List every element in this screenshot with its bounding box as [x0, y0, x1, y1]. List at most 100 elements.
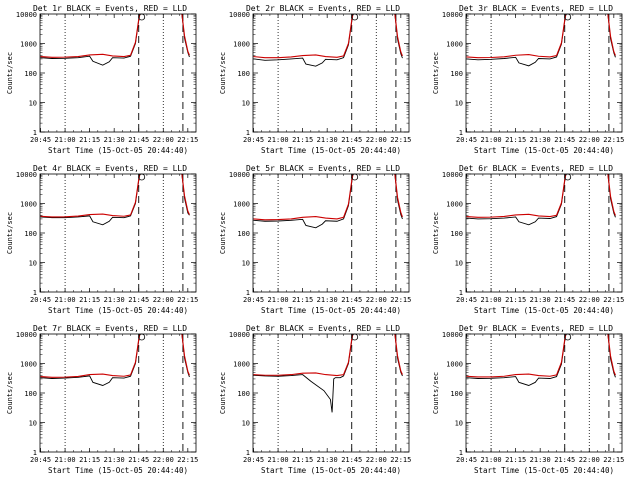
y-tick-label: 10000 — [16, 171, 37, 179]
y-tick-label: 10000 — [229, 171, 250, 179]
plot-title: Det 9r BLACK = Events, RED = LLD — [459, 324, 613, 333]
x-tick-label: 22:15 — [390, 456, 411, 464]
series-group — [40, 14, 190, 66]
y-tick-label: 1 — [459, 289, 463, 297]
y-axis-label: Counts/sec — [432, 372, 440, 414]
y-tick-label: 10 — [455, 260, 463, 268]
y-tick-label: 1000 — [233, 41, 250, 49]
x-tick-label: 22:00 — [366, 136, 387, 144]
x-tick-label: 22:15 — [177, 456, 198, 464]
y-axis-label: Counts/sec — [6, 372, 14, 414]
x-tick-label: 21:00 — [55, 456, 76, 464]
x-tick-label: 21:45 — [554, 296, 575, 304]
x-tick-label: 21:00 — [481, 136, 502, 144]
y-tick-label: 1 — [33, 129, 37, 137]
panel-det-3r: Det 3r BLACK = Events, RED = LLD Counts/s… — [432, 4, 624, 155]
series-line-lld — [40, 174, 190, 218]
series-line-events — [253, 174, 403, 229]
x-tick-label: 22:00 — [366, 456, 387, 464]
y-tick-label: 10 — [242, 260, 250, 268]
x-tick-label: 22:00 — [579, 136, 600, 144]
plot-frame — [465, 13, 623, 133]
series-line-lld — [40, 334, 190, 378]
x-tick-label: 21:30 — [104, 456, 125, 464]
series-line-lld — [253, 334, 403, 377]
x-axis-label: Start Time (15-Oct-05 20:44:40) — [474, 306, 614, 315]
x-tick-label: 20:45 — [456, 456, 477, 464]
series-line-events — [253, 334, 403, 413]
x-tick-label: 22:15 — [390, 136, 411, 144]
panel-det-9r: Det 9r BLACK = Events, RED = LLD Counts/s… — [432, 324, 624, 475]
y-tick-label: 10000 — [229, 331, 250, 339]
x-tick-label: 21:00 — [55, 296, 76, 304]
y-axis-label: Counts/sec — [6, 52, 14, 94]
y-tick-label: 10 — [242, 420, 250, 428]
x-tick-label: 21:15 — [79, 456, 100, 464]
y-tick-label: 100 — [24, 70, 37, 78]
panel-det-2r: Det 2r BLACK = Events, RED = LLD Counts/s… — [219, 4, 411, 155]
x-axis-label: Start Time (15-Oct-05 20:44:40) — [48, 146, 188, 155]
plot-frame — [252, 173, 410, 293]
x-tick-label: 21:45 — [554, 456, 575, 464]
y-tick-label: 1000 — [20, 41, 37, 49]
x-tick-label: 20:45 — [30, 456, 51, 464]
x-tick-label: 21:15 — [505, 296, 526, 304]
y-axis-label: Counts/sec — [219, 52, 227, 94]
x-tick-label: 22:00 — [153, 296, 174, 304]
y-tick-label: 10 — [29, 260, 37, 268]
y-tick-label: 100 — [450, 230, 463, 238]
y-tick-label: 10 — [29, 420, 37, 428]
plot-title: Det 1r BLACK = Events, RED = LLD — [33, 4, 187, 13]
y-tick-label: 1 — [246, 289, 250, 297]
y-tick-label: 100 — [237, 390, 250, 398]
x-tick-label: 21:30 — [317, 456, 338, 464]
x-tick-label: 20:45 — [30, 296, 51, 304]
x-tick-label: 20:45 — [243, 296, 264, 304]
plot-frame — [252, 333, 410, 453]
y-tick-label: 1 — [459, 129, 463, 137]
x-tick-label: 21:00 — [268, 456, 289, 464]
y-axis-label: Counts/sec — [6, 212, 14, 254]
panel-det-5r: Det 5r BLACK = Events, RED = LLD Counts/s… — [219, 164, 411, 315]
plot-frame — [39, 13, 197, 133]
plot-frame — [252, 13, 410, 133]
x-tick-label: 22:00 — [579, 456, 600, 464]
y-tick-label: 1000 — [20, 361, 37, 369]
series-group — [40, 334, 190, 386]
x-tick-label: 22:15 — [603, 136, 624, 144]
plot-frame — [39, 173, 197, 293]
y-tick-label: 10000 — [442, 11, 463, 19]
x-tick-label: 20:45 — [30, 136, 51, 144]
series-line-lld — [253, 174, 403, 221]
x-tick-label: 22:15 — [603, 456, 624, 464]
y-tick-label: 10000 — [229, 11, 250, 19]
y-tick-label: 100 — [24, 230, 37, 238]
x-tick-label: 21:30 — [530, 456, 551, 464]
y-tick-label: 1 — [459, 449, 463, 457]
x-tick-label: 21:45 — [341, 136, 362, 144]
x-tick-label: 21:30 — [104, 136, 125, 144]
y-tick-label: 1000 — [233, 201, 250, 209]
y-tick-label: 1000 — [446, 201, 463, 209]
x-tick-label: 21:30 — [104, 296, 125, 304]
x-axis-label: Start Time (15-Oct-05 20:44:40) — [48, 466, 188, 475]
x-tick-label: 21:45 — [128, 456, 149, 464]
x-tick-label: 21:00 — [268, 296, 289, 304]
panel-det-6r: Det 6r BLACK = Events, RED = LLD Counts/s… — [432, 164, 624, 315]
panel-det-8r: Det 8r BLACK = Events, RED = LLD Counts/s… — [219, 324, 411, 475]
x-tick-label: 21:00 — [481, 296, 502, 304]
y-tick-label: 100 — [450, 70, 463, 78]
x-tick-label: 21:45 — [128, 296, 149, 304]
x-tick-label: 21:30 — [317, 296, 338, 304]
x-tick-label: 22:00 — [153, 456, 174, 464]
x-tick-label: 21:15 — [292, 136, 313, 144]
y-tick-label: 10000 — [442, 171, 463, 179]
plot-title: Det 4r BLACK = Events, RED = LLD — [33, 164, 187, 173]
x-axis-label: Start Time (15-Oct-05 20:44:40) — [474, 146, 614, 155]
x-axis-label: Start Time (15-Oct-05 20:44:40) — [261, 466, 401, 475]
x-tick-label: 22:15 — [177, 136, 198, 144]
y-tick-label: 10000 — [16, 331, 37, 339]
y-axis-label: Counts/sec — [432, 52, 440, 94]
y-axis-label: Counts/sec — [219, 372, 227, 414]
